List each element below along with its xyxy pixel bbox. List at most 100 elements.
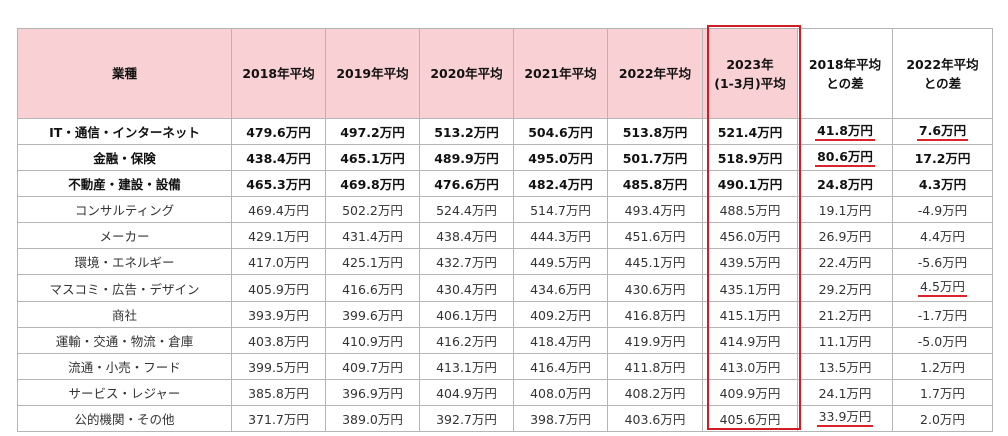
table-body: IT・通信・インターネット 479.6万円 497.2万円 513.2万円 504.6万… [17,117,993,433]
value-cell: 399.5万円 [231,352,326,380]
value-cell: 396.9万円 [325,378,420,406]
value-cell: 29.2万円 [797,274,893,302]
value-cell: 80.6万円 [797,144,893,172]
value-cell: 493.4万円 [607,196,703,224]
value-cell: 513.8万円 [607,117,703,146]
table-row: サービス・レジャー 385.8万円 396.9万円 404.9万円 408.0万円 408… [17,378,993,406]
value-cell: 409.9万円 [702,378,798,406]
industry-name-cell: 金融・保険 [17,144,232,172]
industry-name-cell: 商社 [17,300,232,328]
underlined-value: 80.6万円 [815,149,875,167]
industry-name-cell: サービス・レジャー [17,378,232,406]
table-row: 公的機関・その他 371.7万円 389.0万円 392.7万円 398.7万円 403.… [17,404,993,433]
table-row: 商社 393.9万円 399.6万円 406.1万円 409.2万円 416.8万円 415… [17,300,993,328]
value-cell: 521.4万円 [702,117,798,146]
header-label: 2021年平均 [524,66,597,81]
value-cell: -1.7万円 [892,300,993,328]
value-cell: 398.7万円 [513,404,608,433]
value-cell: 403.8万円 [231,326,326,354]
header-label: 業種 [111,66,137,81]
header-cell-7: 2018年平均 との差 [797,28,893,119]
header-label: との差 [826,75,864,91]
value-cell: 389.0万円 [325,404,420,433]
industry-name-cell: 公的機関・その他 [17,404,232,433]
underlined-value: 7.6万円 [916,123,969,141]
value-cell: 21.2万円 [797,300,893,328]
value-cell: 514.7万円 [513,196,608,224]
value-cell: 495.0万円 [513,144,608,172]
header-cell-0: 業種 [17,28,232,119]
value-cell: 393.9万円 [231,300,326,328]
industry-name-cell: コンサルティング [17,196,232,224]
table-row: 環境・エネルギー 417.0万円 425.1万円 432.7万円 449.5万円 445.… [17,248,993,276]
value-cell: 405.6万円 [702,404,798,433]
header-label: 2018年平均 [808,56,882,72]
header-label: 2018年平均 [242,66,315,81]
value-cell: 414.9万円 [702,326,798,354]
value-cell: 4.3万円 [892,170,993,198]
table-row: 運輸・交通・物流・倉庫 403.8万円 410.9万円 416.2万円 418.4万円 4… [17,326,993,354]
industry-name-cell: IT・通信・インターネット [17,117,232,146]
industry-name-cell: 不動産・建設・設備 [17,170,232,198]
industry-name-cell: マスコミ・広告・デザイン [17,274,232,302]
value-cell: 497.2万円 [325,117,420,146]
industry-name-cell: メーカー [17,222,232,250]
value-cell: 417.0万円 [231,248,326,276]
table-row: メーカー 429.1万円 431.4万円 438.4万円 444.3万円 451.6万円 4… [17,222,993,250]
industry-name-cell: 運輸・交通・物流・倉庫 [17,326,232,354]
value-cell: 24.8万円 [797,170,893,198]
value-cell: 26.9万円 [797,222,893,250]
value-cell: 11.1万円 [797,326,893,354]
value-cell: 33.9万円 [797,404,893,433]
header-cell-5: 2022年平均 [607,28,703,119]
value-cell: 432.7万円 [419,248,514,276]
value-cell: 469.8万円 [325,170,420,198]
header-cell-2: 2019年平均 [325,28,420,119]
value-cell: 2.0万円 [892,404,993,433]
table-row: 不動産・建設・設備 465.3万円 469.8万円 476.6万円 482.4万円 485… [17,170,993,198]
value-cell: 409.7万円 [325,352,420,380]
header-label: 2022年平均 [618,66,692,81]
underlined-value: 4.5万円 [918,279,967,297]
value-cell: 430.6万円 [607,274,703,302]
value-cell: 410.9万円 [325,326,420,354]
value-cell: 434.6万円 [513,274,608,302]
value-cell: 385.8万円 [231,378,326,406]
industry-name-cell: 環境・エネルギー [17,248,232,276]
header-label: 2023年 [726,56,774,72]
value-cell: 13.5万円 [797,352,893,380]
value-cell: 502.2万円 [325,196,420,224]
value-cell: 485.8万円 [607,170,703,198]
value-cell: 41.8万円 [797,117,893,146]
value-cell: 518.9万円 [702,144,798,172]
value-cell: 465.1万円 [325,144,420,172]
value-cell: 404.9万円 [419,378,514,406]
value-cell: 431.4万円 [325,222,420,250]
header-cell-1: 2018年平均 [231,28,326,119]
value-cell: 24.1万円 [797,378,893,406]
value-cell: 408.0万円 [513,378,608,406]
header-label: との差 [923,75,962,91]
value-cell: 419.9万円 [607,326,703,354]
value-cell: 19.1万円 [797,196,893,224]
value-cell: 504.6万円 [513,117,608,146]
header-cell-4: 2021年平均 [513,28,608,119]
value-cell: 425.1万円 [325,248,420,276]
value-cell: 416.6万円 [325,274,420,302]
header-cell-3: 2020年平均 [419,28,514,119]
value-cell: 1.2万円 [892,352,993,380]
value-cell: 444.3万円 [513,222,608,250]
underlined-value: 33.9万円 [816,409,874,428]
value-cell: 413.0万円 [702,352,798,380]
value-cell: -5.0万円 [892,326,993,354]
value-cell: 479.6万円 [231,117,326,146]
value-cell: 408.2万円 [607,378,703,406]
value-cell: 489.9万円 [419,144,514,172]
salary-table-container: 業種 2018年平均 2019年平均 2020年平均 2021年平均 2022年平均 202… [17,25,993,433]
value-cell: 416.8万円 [607,300,703,328]
value-cell: 409.2万円 [513,300,608,328]
value-cell: 513.2万円 [419,117,514,146]
value-cell: 399.6万円 [325,300,420,328]
value-cell: 469.4万円 [231,196,326,224]
header-label: (1-3月)平均 [714,75,786,91]
